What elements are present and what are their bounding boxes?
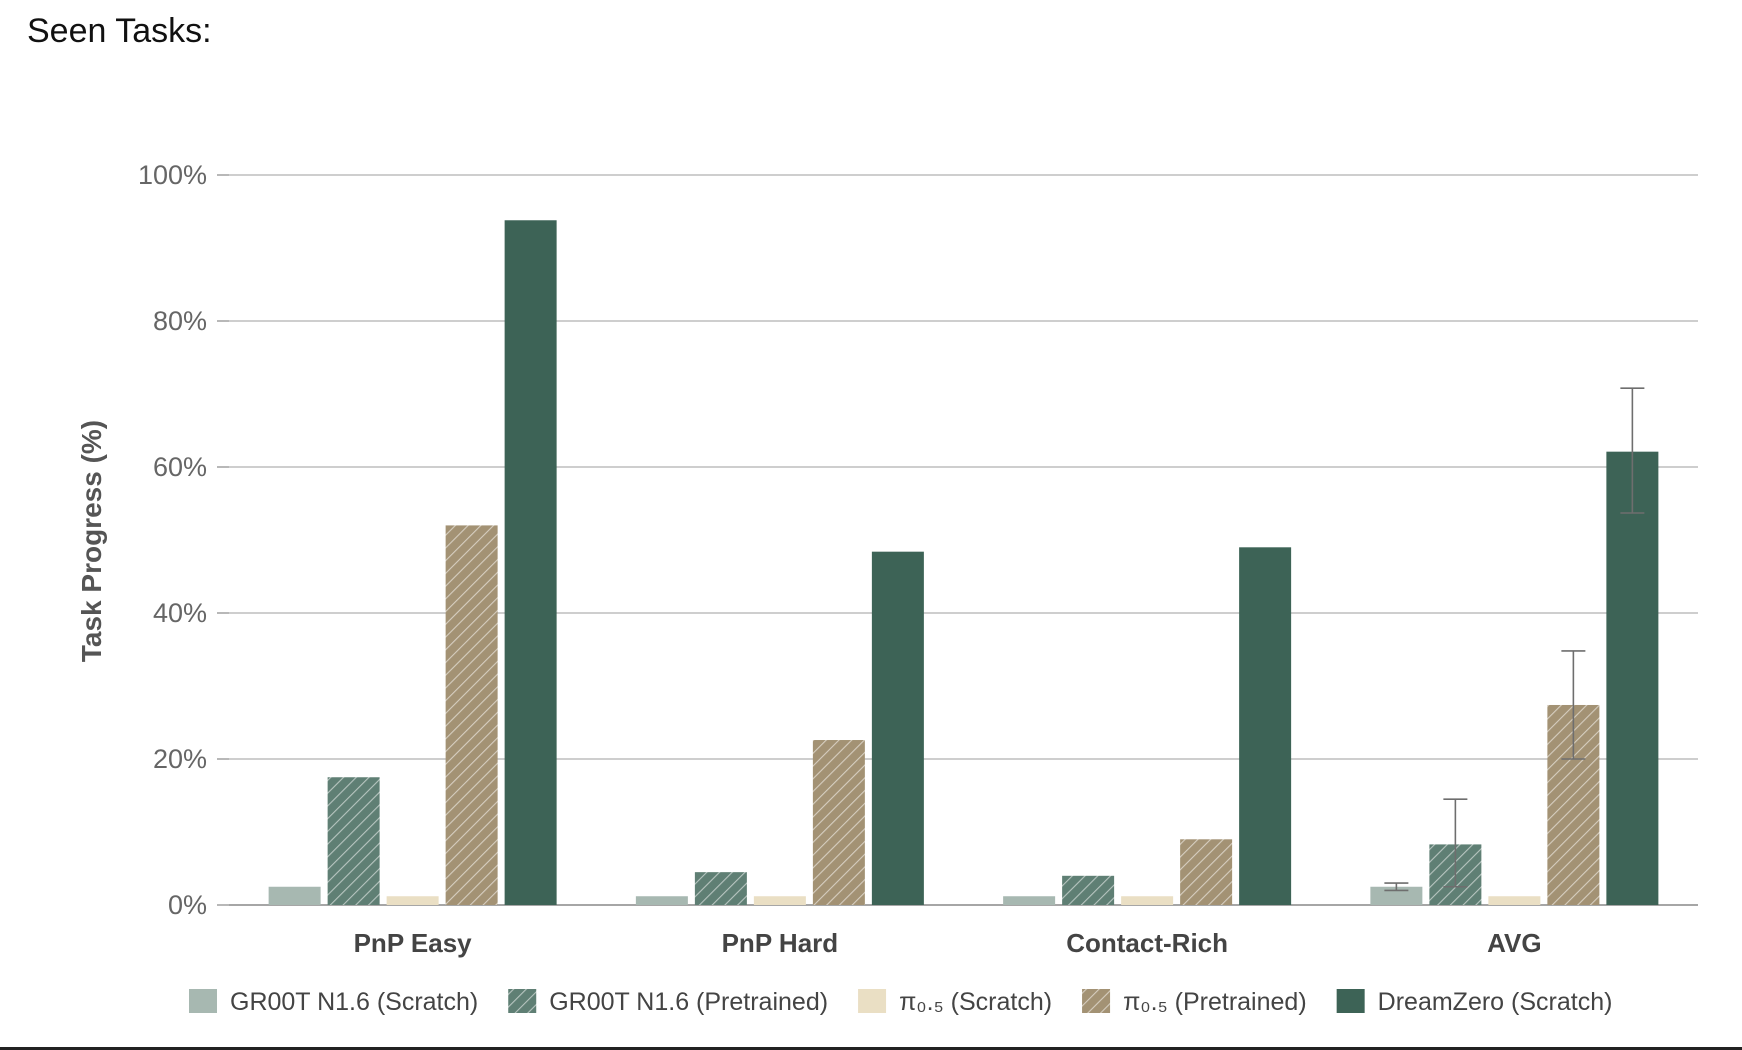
legend-item: GR00T N1.6 (Scratch) xyxy=(189,988,478,1016)
bar-scratch-avg xyxy=(1488,896,1541,905)
bar-gr00t-n1-6-scratch-pnp-easy xyxy=(268,886,321,905)
y-tick-label: 20% xyxy=(153,744,207,774)
error-bar-gr00t-n1-6-scratch xyxy=(1384,882,1409,892)
bar-gr00t-n1-6-scratch-contact-rich xyxy=(1003,896,1056,905)
bar-gr00t-n1-6-pretrained-pnp-easy xyxy=(327,777,380,905)
bar-dreamzero-scratch-contact-rich xyxy=(1239,547,1292,905)
legend-item: DreamZero (Scratch) xyxy=(1336,988,1613,1016)
x-category-label: AVG xyxy=(1487,928,1541,958)
legend-item: GR00T N1.6 (Pretrained) xyxy=(508,988,828,1016)
legend-label: GR00T N1.6 (Pretrained) xyxy=(549,988,828,1016)
bar-gr00t-n1-6-scratch-avg xyxy=(1370,886,1423,905)
bar-scratch-pnp-hard xyxy=(753,896,806,905)
y-axis-title: Task Progress (%) xyxy=(76,420,107,662)
legend-label: GR00T N1.6 (Scratch) xyxy=(230,988,478,1016)
y-tick-label: 40% xyxy=(153,598,207,628)
x-category-label: Contact-Rich xyxy=(1066,928,1228,958)
bar-gr00t-n1-6-scratch-pnp-hard xyxy=(635,896,688,905)
bar-pretrained-pnp-easy xyxy=(445,525,498,905)
bars xyxy=(268,220,1659,905)
bar-dreamzero-scratch-avg xyxy=(1606,451,1659,905)
legend-swatch xyxy=(858,989,887,1013)
y-tick-label: 60% xyxy=(153,452,207,482)
y-tick-label: 100% xyxy=(138,160,207,190)
page-title: Seen Tasks: xyxy=(27,12,212,50)
legend-swatch xyxy=(508,989,537,1013)
legend-swatch xyxy=(189,989,217,1013)
error-bars xyxy=(1384,387,1645,892)
y-axis-ticks: 0% 20% 40% 60% 80% 100% xyxy=(138,160,207,920)
x-category-label: PnP Easy xyxy=(354,928,473,958)
bar-dreamzero-scratch-pnp-easy xyxy=(504,220,557,905)
bar-gr00t-n1-6-pretrained-pnp-hard xyxy=(694,872,747,905)
legend-swatch xyxy=(1082,989,1111,1013)
bar-scratch-pnp-easy xyxy=(386,896,439,905)
bottom-border xyxy=(0,1047,1742,1050)
error-bar-dreamzero-scratch xyxy=(1620,387,1645,514)
bar-gr00t-n1-6-pretrained-contact-rich xyxy=(1062,875,1115,905)
legend: GR00T N1.6 (Scratch) GR00T N1.6 (Pretrain… xyxy=(189,988,1612,1016)
legend-label: π₀.₅ (Pretrained) xyxy=(1123,988,1307,1016)
y-tick-label: 80% xyxy=(153,306,207,336)
error-bar-gr00t-n1-6-pretrained xyxy=(1443,798,1468,888)
legend-item: π₀.₅ (Pretrained) xyxy=(1082,988,1307,1016)
legend-item: π₀.₅ (Scratch) xyxy=(858,988,1052,1016)
x-category-label: PnP Hard xyxy=(722,928,839,958)
error-bar-pretrained xyxy=(1561,650,1586,760)
bar-pretrained-contact-rich xyxy=(1180,839,1233,905)
bar-dreamzero-scratch-pnp-hard xyxy=(871,551,924,905)
grid-lines xyxy=(217,174,1698,906)
y-tick-label: 0% xyxy=(168,890,207,920)
bar-pretrained-pnp-hard xyxy=(812,740,865,905)
legend-swatch xyxy=(1336,989,1365,1013)
legend-label: DreamZero (Scratch) xyxy=(1378,988,1613,1016)
legend-label: π₀.₅ (Scratch) xyxy=(899,988,1052,1016)
x-axis-labels: PnP Easy PnP Hard Contact-Rich AVG xyxy=(354,928,1542,958)
bar-scratch-contact-rich xyxy=(1121,896,1174,905)
